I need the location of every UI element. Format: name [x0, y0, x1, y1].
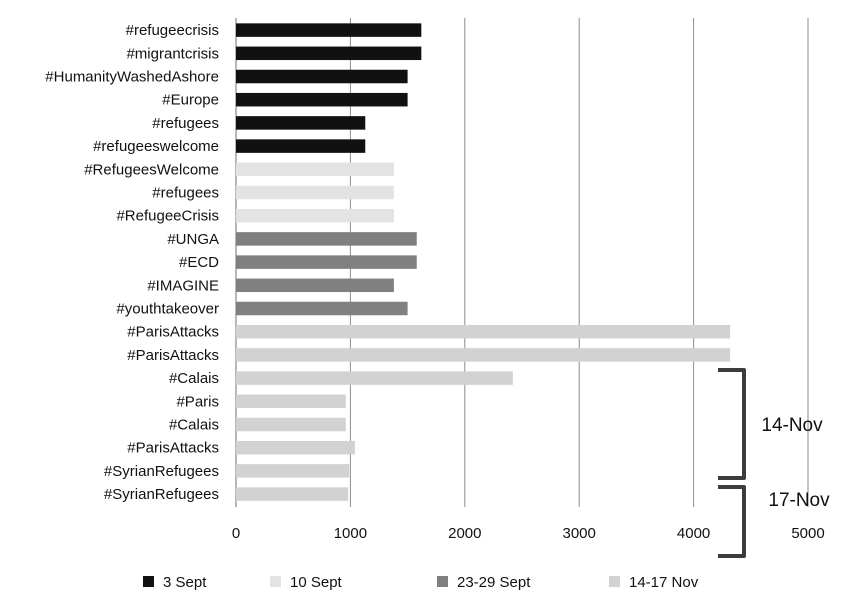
- bar-19: [236, 440, 355, 455]
- annotation-label: 17-Nov: [768, 490, 830, 511]
- category-label: #SyrianRefugees: [104, 463, 219, 480]
- legend-label: 3 Sept: [163, 574, 207, 591]
- bars: [236, 23, 731, 501]
- x-tick-label: 2000: [448, 525, 481, 542]
- annotations: 14-Nov 17-Nov: [718, 368, 830, 558]
- annotation-label: 14-Nov: [761, 415, 823, 436]
- bracket-17-nov: [718, 485, 746, 558]
- x-tick-label: 0: [232, 525, 240, 542]
- legend-label: 23-29 Sept: [457, 574, 531, 591]
- bar-16: [236, 371, 513, 385]
- category-label: #ECD: [179, 254, 219, 271]
- category-label: #RefugeeCrisis: [116, 208, 219, 225]
- x-tick-label: 4000: [677, 525, 710, 542]
- bar-7: [236, 162, 394, 177]
- bar-12: [236, 278, 394, 293]
- category-label: #refugeeswelcome: [93, 138, 219, 155]
- x-tick-label: 5000: [791, 525, 824, 542]
- category-label: #Europe: [162, 92, 219, 109]
- category-label: #ParisAttacks: [127, 440, 219, 457]
- bar-13: [236, 301, 408, 316]
- category-label: #Calais: [169, 417, 219, 434]
- bar-9: [236, 208, 394, 223]
- category-label: #RefugeesWelcome: [84, 161, 219, 178]
- bar-2: [236, 46, 422, 61]
- legend-swatch: [437, 576, 448, 587]
- bar-4: [236, 92, 408, 107]
- category-label: #migrantcrisis: [126, 45, 219, 62]
- legend-swatch: [270, 576, 281, 587]
- x-tick-label: 3000: [563, 525, 596, 542]
- legend-label: 14-17 Nov: [629, 574, 699, 591]
- category-label: #ParisAttacks: [127, 347, 219, 364]
- category-label: #HumanityWashedAshore: [45, 69, 219, 86]
- category-label: #refugeecrisis: [126, 22, 219, 39]
- bar-11: [236, 255, 417, 269]
- bar-3: [236, 69, 408, 84]
- category-label: #ParisAttacks: [127, 324, 219, 341]
- bar-8: [236, 185, 394, 200]
- bar-14: [236, 324, 731, 339]
- bar-1: [236, 23, 422, 37]
- legend-swatch: [143, 576, 154, 587]
- bar-21: [236, 487, 349, 501]
- category-label: #UNGA: [167, 231, 219, 248]
- bracket-14-nov: [718, 368, 746, 480]
- category-label: #Paris: [176, 393, 219, 410]
- legend: 3 Sept 10 Sept 23-29 Sept 14-17 Nov: [143, 574, 699, 591]
- bar-10: [236, 232, 417, 246]
- bar-6: [236, 139, 366, 153]
- bar-15: [236, 348, 731, 362]
- bar-5: [236, 116, 366, 130]
- category-label: #refugees: [152, 185, 219, 202]
- legend-swatch: [609, 576, 620, 587]
- bar-17: [236, 394, 346, 409]
- category-label: #refugees: [152, 115, 219, 132]
- category-label: #youthtakeover: [116, 301, 219, 318]
- x-tick-label: 1000: [334, 525, 367, 542]
- x-axis-tick-labels: 0 1000 2000 3000 4000 5000: [232, 525, 825, 542]
- category-label: #Calais: [169, 370, 219, 387]
- category-label: #SyrianRefugees: [104, 486, 219, 503]
- category-labels: #refugeecrisis #migrantcrisis #HumanityWas…: [45, 22, 219, 503]
- legend-label: 10 Sept: [290, 574, 343, 591]
- bar-18: [236, 417, 346, 432]
- bar-20: [236, 464, 350, 478]
- category-label: #IMAGINE: [147, 277, 219, 294]
